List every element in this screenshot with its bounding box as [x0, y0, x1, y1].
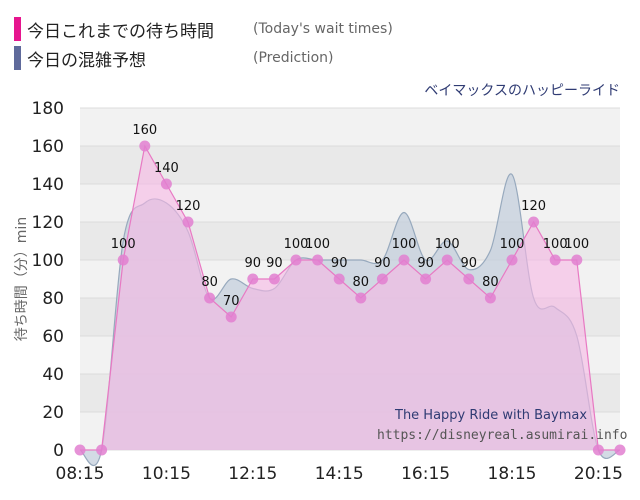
- data-label: 100: [392, 237, 417, 252]
- data-label: 120: [521, 199, 546, 214]
- today-point: [225, 311, 237, 323]
- legend-swatch-prediction: [14, 46, 21, 70]
- today-point: [420, 273, 432, 285]
- x-tick-label: 08:15: [56, 464, 105, 484]
- today-line: [80, 144, 620, 451]
- x-tick-label: 14:15: [315, 464, 364, 484]
- today-point: [506, 254, 518, 266]
- today-point: [463, 273, 475, 285]
- today-point: [290, 254, 302, 266]
- y-tick-label: 160: [32, 137, 64, 157]
- today-point: [549, 254, 561, 266]
- y-tick-label: 60: [42, 327, 64, 347]
- data-label: 100: [284, 237, 309, 252]
- today-point: [355, 292, 367, 304]
- y-tick-label: 140: [32, 175, 64, 195]
- today-point: [333, 273, 345, 285]
- data-label: 80: [482, 275, 499, 290]
- data-label: 100: [500, 237, 525, 252]
- data-label: 90: [461, 256, 478, 271]
- legend-swatch-today: [14, 17, 21, 41]
- data-label: 100: [543, 237, 568, 252]
- credit-attraction-name: The Happy Ride with Baymax: [395, 408, 588, 423]
- legend-item-prediction: 今日の混雑予想 (Prediction): [14, 45, 393, 71]
- today-point: [117, 254, 129, 266]
- today-point: [398, 254, 410, 266]
- x-tick-label: 20:15: [574, 464, 623, 484]
- data-label: 90: [266, 256, 283, 271]
- y-tick-label: 40: [42, 365, 64, 385]
- x-tick-label: 10:15: [142, 464, 191, 484]
- plot-band: [80, 108, 620, 146]
- today-point: [268, 273, 280, 285]
- data-label: 80: [353, 275, 370, 290]
- legend: 今日これまでの待ち時間 (Today's wait times) 今日の混雑予想…: [14, 16, 393, 74]
- today-point: [592, 444, 604, 456]
- today-point: [441, 254, 453, 266]
- y-tick-label: 100: [32, 251, 64, 271]
- data-label: 160: [132, 123, 157, 138]
- legend-item-today: 今日これまでの待ち時間 (Today's wait times): [14, 16, 393, 42]
- x-tick-label: 18:15: [488, 464, 537, 484]
- data-label: 80: [201, 275, 218, 290]
- today-point: [160, 178, 172, 190]
- data-label: 90: [374, 256, 391, 271]
- legend-label-prediction: 今日の混雑予想: [27, 50, 146, 71]
- today-point: [312, 254, 324, 266]
- data-label: 100: [435, 237, 460, 252]
- legend-label-today: 今日これまでの待ち時間: [27, 21, 214, 42]
- legend-note-today: (Today's wait times): [253, 21, 393, 37]
- today-point: [528, 216, 540, 228]
- y-tick-label: 180: [32, 99, 64, 119]
- legend-note-prediction: (Prediction): [253, 50, 334, 66]
- today-point: [204, 292, 216, 304]
- data-label: 120: [176, 199, 201, 214]
- today-point: [139, 140, 151, 152]
- data-label: 90: [417, 256, 434, 271]
- chart-title: ベイマックスのハッピーライド: [424, 83, 620, 99]
- x-tick-label: 16:15: [401, 464, 450, 484]
- today-point: [182, 216, 194, 228]
- x-tick-label: 12:15: [228, 464, 277, 484]
- y-axis-label: 待ち時間（分）min: [14, 217, 30, 341]
- data-label: 100: [111, 237, 136, 252]
- credit-url: https://disneyreal.asumirai.info: [377, 428, 628, 443]
- y-tick-label: 120: [32, 213, 64, 233]
- today-point: [96, 444, 108, 456]
- today-point: [484, 292, 496, 304]
- today-point: [614, 444, 626, 456]
- data-label: 140: [154, 161, 179, 176]
- y-tick-label: 80: [42, 289, 64, 309]
- today-point: [376, 273, 388, 285]
- plot-band: [80, 146, 620, 184]
- y-tick-label: 20: [42, 403, 64, 423]
- y-tick-label: 0: [53, 441, 64, 461]
- data-label: 100: [305, 237, 330, 252]
- data-label: 100: [564, 237, 589, 252]
- today-point: [74, 444, 86, 456]
- today-point: [571, 254, 583, 266]
- data-label: 70: [223, 294, 240, 309]
- today-area: [80, 146, 620, 450]
- today-point: [247, 273, 259, 285]
- data-label: 90: [245, 256, 262, 271]
- data-label: 90: [331, 256, 348, 271]
